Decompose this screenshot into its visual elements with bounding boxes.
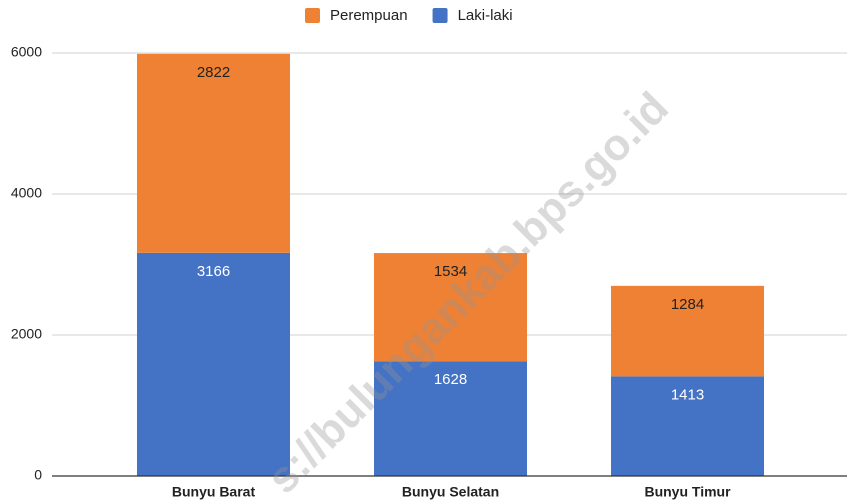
bar-segment	[611, 376, 764, 476]
bar-segment	[137, 252, 290, 476]
y-tick-label: 2000	[11, 326, 42, 342]
data-label: 3166	[197, 263, 230, 280]
y-tick-label: 6000	[11, 44, 42, 60]
legend-label: Laki-laki	[458, 7, 513, 24]
bar-segment	[611, 285, 764, 377]
legend-swatch	[432, 8, 448, 23]
x-tick-label: Bunyu Timur	[644, 484, 731, 500]
x-tick-label: Bunyu Selatan	[402, 484, 499, 500]
data-label: 1534	[434, 263, 467, 280]
x-tick-label: Bunyu Barat	[172, 484, 256, 500]
data-label: 2822	[197, 64, 230, 81]
y-tick-label: 4000	[11, 185, 42, 201]
data-label: 1628	[434, 371, 467, 388]
bar-segment	[137, 53, 290, 253]
data-label: 1413	[671, 386, 704, 403]
legend-swatch	[305, 8, 320, 23]
y-tick-label: 0	[34, 467, 42, 483]
bar-segment	[374, 253, 527, 362]
legend-label: Perempuan	[330, 7, 408, 24]
bar-segment	[374, 361, 527, 476]
data-label: 1284	[671, 296, 704, 313]
